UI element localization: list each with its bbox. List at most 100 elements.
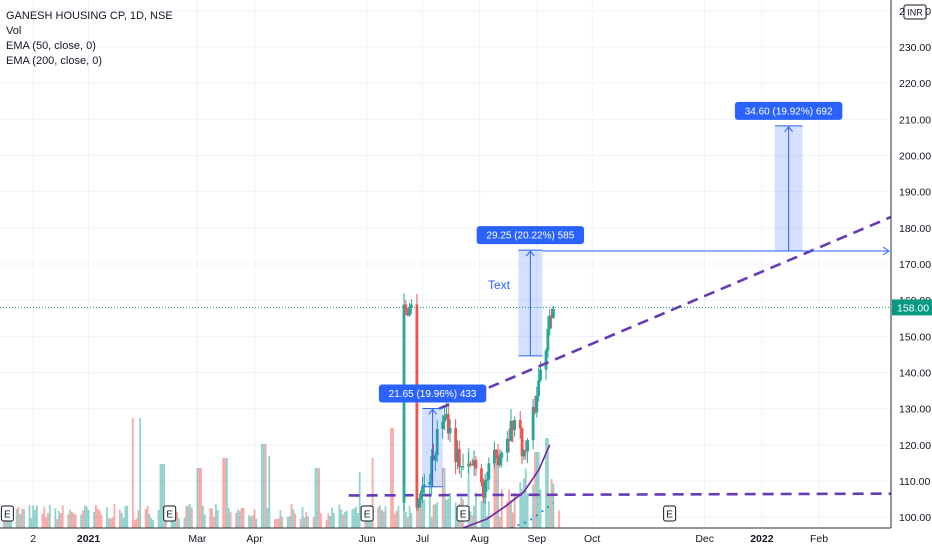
candle-body [509,420,513,441]
volume-bar [43,506,46,528]
volume-bar [34,509,36,528]
volume-bar [224,458,226,528]
indicator-ema-200[interactable]: EMA (200, close, 0) [6,55,102,67]
measure-label-box[interactable] [378,384,487,403]
volume-bar [237,509,239,528]
candle-body [428,481,432,485]
candle-body [469,463,472,465]
volume-bar [120,512,123,528]
candle-body [446,414,450,434]
x-tick-label: Mar [188,533,207,545]
indicator-vol[interactable]: Vol [6,25,22,37]
measure-label-box[interactable] [476,226,585,245]
volume-bar [82,510,84,528]
earnings-marker[interactable] [456,505,470,522]
resistance-trendline[interactable] [438,215,892,410]
candle-body [419,493,422,500]
measure-label: 29.25 (20.22%) 585 [486,231,574,242]
earnings-marker[interactable] [0,505,14,522]
volume-bar [229,512,232,528]
support-trendline[interactable] [348,492,892,497]
volume-bar [209,508,212,528]
volume-bar [67,514,70,528]
candle-body [524,450,528,452]
volume-bar [292,509,295,528]
volume-bar [277,518,280,528]
volume-bar [404,511,407,528]
rising-trendline[interactable] [438,215,892,410]
volume-bar [255,518,258,528]
volume-bar [331,507,333,528]
text-annotation[interactable]: Text [488,278,511,292]
earnings-marker[interactable] [663,505,677,522]
volume-bar [416,505,418,528]
volume-bar [526,493,529,528]
volume-bar [290,504,293,528]
time-axis-panel [0,528,932,550]
volume-bar [356,512,359,528]
volume-bar [286,516,289,528]
candlesticks [402,293,555,512]
volume-bar [441,468,444,528]
y-tick-label: 180.00 [899,223,931,235]
volume-bar [113,504,116,528]
candle-body [430,456,434,482]
volume-bar [537,452,540,528]
y-tick-label: 130.00 [899,404,931,416]
volume-bar [355,506,357,528]
volume-bar [41,514,44,528]
volume-bar [273,519,276,528]
volume-bar [314,468,317,528]
volume-bar [17,506,20,528]
volume-bar [98,510,101,528]
volume-bar [511,512,514,528]
volume-bar [216,509,219,528]
earnings-marker-label: E [4,510,11,521]
volume-bar [48,505,51,528]
volume-bar [137,510,140,528]
volume-bar [548,495,551,528]
candle-body [546,329,550,351]
indicator-ema-50[interactable]: EMA (50, close, 0) [6,40,96,52]
volume-bar [157,509,160,528]
volume-bar [353,508,356,528]
candle-body [535,395,539,413]
volume-bar [550,478,553,528]
volume-bar [535,452,538,528]
ema-50-line [462,444,551,529]
volume-bar [417,509,420,528]
currency-badge[interactable] [903,4,927,20]
volume-bar [316,468,319,528]
volume-bar [47,513,49,528]
volume-bar [473,505,475,528]
volume-bar [318,468,321,528]
measure-boxes[interactable]: 21.65 (19.96%) 433 29.25 (20.22%) 585 34.6… [378,101,890,488]
volume-bar [35,505,38,528]
ema-200-line [510,501,554,529]
volume-bar [178,518,180,528]
volume-bar [251,515,254,528]
volume-bar [163,464,166,528]
y-tick-label: 100.00 [899,512,931,524]
y-tick-label: 210.00 [899,114,931,126]
candle-body [421,486,424,494]
candle-body [483,480,487,498]
volume-bar [165,515,167,528]
volume-bar [107,518,110,528]
measure-label-box[interactable] [734,101,843,120]
volume-bar [261,444,263,528]
support-trendline[interactable] [348,492,892,497]
earnings-marker[interactable] [360,505,374,522]
candle-body [550,315,553,318]
symbol-title[interactable]: GANESH HOUSING CP, 1D, NSE [6,10,173,22]
volume-bar [275,518,278,528]
candle-body [457,448,461,467]
volume-bar [109,518,112,528]
volume-bar [493,456,496,528]
volume-bar [198,468,201,528]
earnings-marker[interactable] [163,505,177,522]
volume-bar [524,468,527,528]
candle-body [505,438,509,453]
